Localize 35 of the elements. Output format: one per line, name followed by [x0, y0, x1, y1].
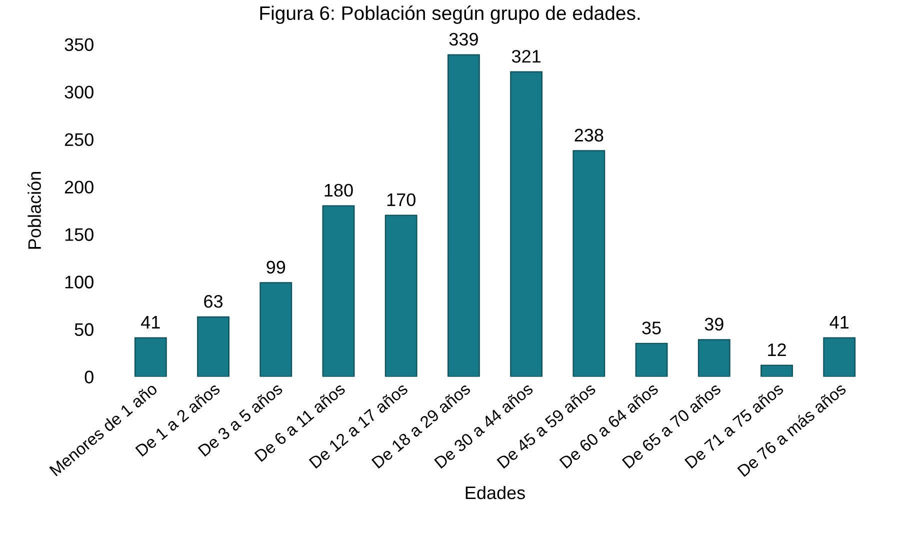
- y-tick-label: 50: [74, 323, 94, 336]
- bar: [823, 337, 856, 377]
- data-label: 63: [204, 294, 223, 308]
- bar: [510, 71, 543, 377]
- bar: [260, 282, 292, 377]
- bar: [384, 214, 418, 377]
- data-label: 12: [768, 343, 786, 356]
- chart-title: Figura 6: Población según grupo de edades.: [260, 6, 640, 24]
- bar: [760, 364, 793, 377]
- y-tick-label: 150: [65, 228, 94, 241]
- data-label: 321: [512, 50, 540, 63]
- data-label: 35: [642, 322, 661, 334]
- data-label: 41: [141, 316, 160, 328]
- data-label: 41: [830, 316, 849, 328]
- y-tick-label: 200: [64, 180, 94, 194]
- bar: [635, 342, 668, 377]
- y-tick-label: 100: [65, 276, 94, 288]
- y-tick-label: 0: [84, 370, 94, 384]
- bar: [572, 150, 606, 377]
- y-tick-label: 300: [64, 86, 94, 99]
- data-label: 180: [324, 184, 353, 197]
- bar: [134, 337, 167, 377]
- data-label: 170: [387, 193, 416, 206]
- bar: [197, 316, 230, 377]
- bar: [698, 339, 730, 377]
- data-label: 99: [266, 260, 286, 274]
- bar: [447, 54, 480, 377]
- y-tick-label: 350: [64, 38, 94, 52]
- data-label: 238: [574, 128, 604, 142]
- data-label: 339: [449, 32, 478, 46]
- x-axis-title: Edades: [466, 486, 525, 500]
- y-tick-label: 250: [64, 133, 94, 146]
- bar: [322, 205, 355, 377]
- y-axis-title: Población: [28, 172, 42, 249]
- data-label: 39: [704, 318, 724, 331]
